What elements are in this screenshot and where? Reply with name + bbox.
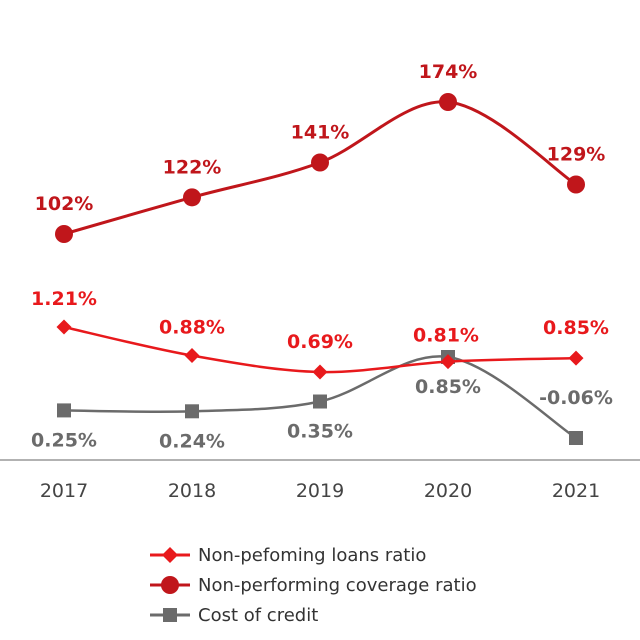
data-label: 0.88% xyxy=(159,317,225,339)
data-label: 0.24% xyxy=(159,430,225,452)
data-label: 141% xyxy=(291,122,350,144)
data-label: 129% xyxy=(547,144,606,166)
x-tick-label: 2021 xyxy=(552,480,600,502)
legend: Non-pefoming loans ratio Non-performing c… xyxy=(150,545,477,626)
data-point-square xyxy=(313,394,327,409)
data-point-diamond xyxy=(56,319,72,335)
legend-label: Non-pefoming loans ratio xyxy=(198,545,426,566)
data-point-square xyxy=(57,403,71,418)
data-label: 174% xyxy=(419,61,478,83)
legend-item: Non-performing coverage ratio xyxy=(150,575,477,596)
data-label: 102% xyxy=(35,193,94,215)
data-label: 0.81% xyxy=(413,325,479,347)
x-tick-label: 2020 xyxy=(424,480,472,502)
data-label: -0.06% xyxy=(539,387,613,409)
data-point-circle xyxy=(567,175,585,194)
data-point-square xyxy=(569,431,583,445)
x-tick-label: 2019 xyxy=(296,480,344,502)
data-point-circle xyxy=(183,188,201,207)
legend-label: Cost of credit xyxy=(198,605,318,626)
data-label: 0.35% xyxy=(287,421,353,443)
data-point-circle xyxy=(311,153,329,172)
data-point-square xyxy=(185,404,199,419)
data-point-diamond xyxy=(184,348,200,364)
legend-label: Non-performing coverage ratio xyxy=(198,575,477,596)
legend-item: Non-pefoming loans ratio xyxy=(150,545,426,566)
legend-item: Cost of credit xyxy=(150,605,318,626)
x-axis-ticks: 2017 2018 2019 2020 2021 xyxy=(40,480,600,502)
x-tick-label: 2018 xyxy=(168,480,216,502)
series-layer: 0.25% 0.24% 0.35% 0.85% -0.06% 1.21% 0.88% 0.69… xyxy=(31,61,613,452)
data-label: 0.85% xyxy=(415,376,481,398)
data-label: 1.21% xyxy=(31,288,97,310)
data-point-circle xyxy=(55,225,73,243)
data-label: 0.69% xyxy=(287,331,353,353)
series-npl-ratio: 1.21% 0.88% 0.69% 0.81% 0.85% xyxy=(31,288,609,380)
series-coverage-ratio: 102% 122% 141% 174% 129% xyxy=(35,61,606,243)
x-tick-label: 2017 xyxy=(40,480,88,502)
data-label: 122% xyxy=(163,156,222,178)
legend-marker-circle xyxy=(161,576,179,594)
data-point-diamond xyxy=(568,350,584,366)
data-label: 0.85% xyxy=(543,317,609,339)
data-label: 0.25% xyxy=(31,429,97,451)
data-point-diamond xyxy=(440,354,456,370)
legend-marker-diamond xyxy=(162,547,178,563)
legend-marker-square xyxy=(163,608,177,622)
series-cost-of-credit: 0.25% 0.24% 0.35% 0.85% -0.06% xyxy=(31,350,613,452)
data-point-circle xyxy=(439,93,457,111)
data-point-diamond xyxy=(312,364,328,380)
